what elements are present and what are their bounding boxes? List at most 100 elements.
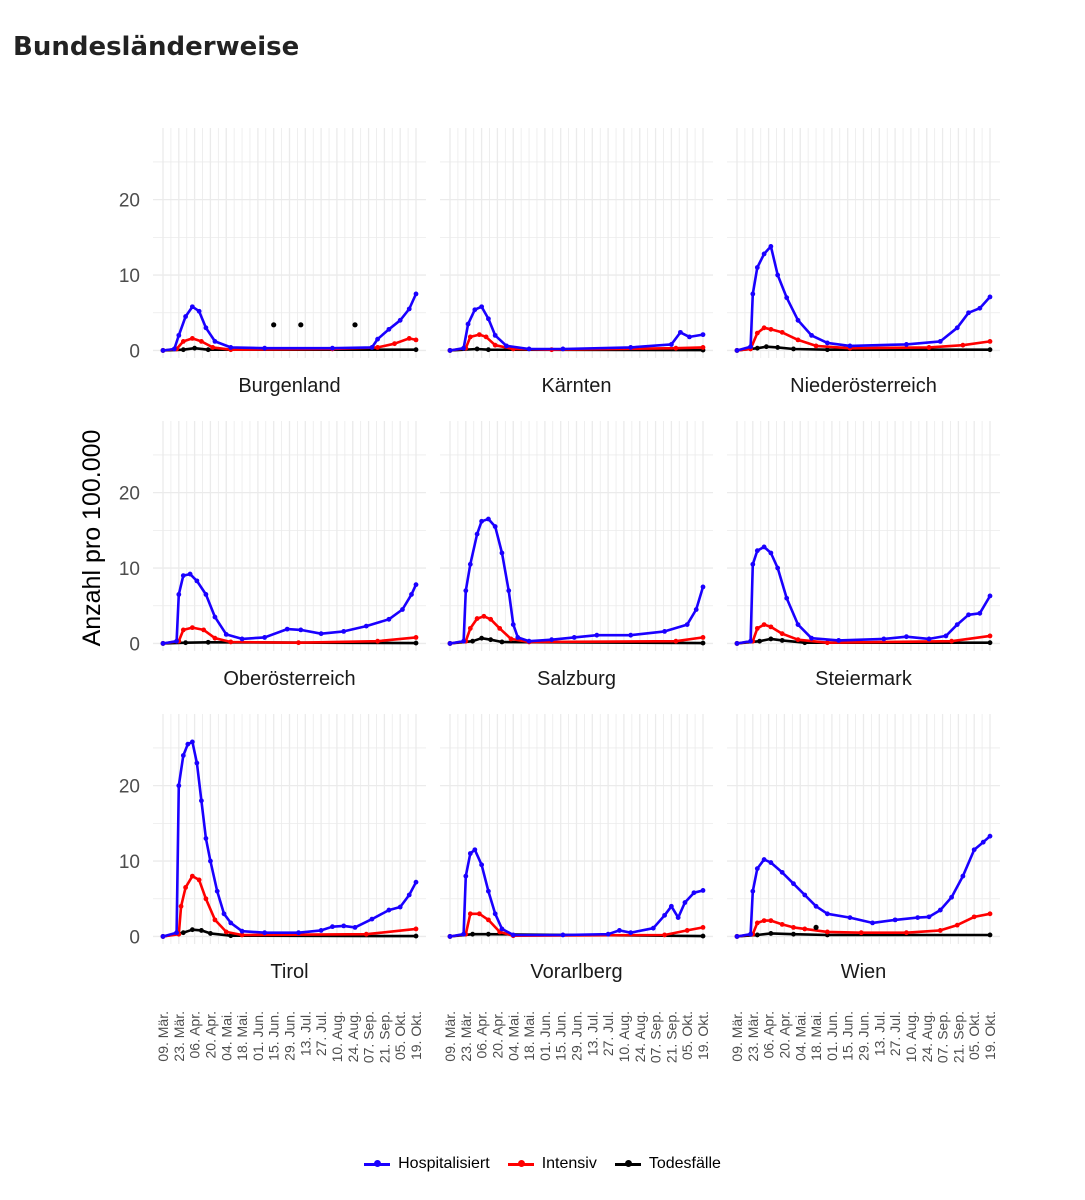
data-point-intensiv bbox=[467, 334, 473, 340]
x-tick-label: 06. Apr. bbox=[187, 1011, 203, 1058]
data-point-todesfaelle bbox=[987, 640, 993, 646]
data-point-todesfaelle bbox=[987, 347, 993, 353]
data-point-hospitalisiert bbox=[330, 924, 335, 930]
data-point-hospitalisiert bbox=[795, 317, 801, 323]
data-point-hospitalisiert bbox=[750, 561, 756, 567]
panel-label-salzburg: Salzburg bbox=[537, 668, 616, 690]
data-point-intensiv bbox=[768, 624, 774, 630]
data-point-hospitalisiert bbox=[784, 295, 790, 301]
data-point-hospitalisiert bbox=[605, 931, 611, 937]
data-point-intensiv bbox=[508, 636, 514, 642]
x-tick-label: 05. Okt. bbox=[966, 1011, 982, 1060]
panel-label-oberoesterreich: Oberösterreich bbox=[223, 668, 355, 690]
data-point-hospitalisiert bbox=[406, 892, 412, 898]
data-point-intensiv bbox=[413, 926, 419, 932]
data-point-hospitalisiert bbox=[668, 342, 674, 347]
data-point-intensiv bbox=[949, 638, 954, 644]
data-point-hospitalisiert bbox=[296, 930, 301, 936]
data-point-hospitalisiert bbox=[668, 903, 674, 909]
legend-label-todesfaelle: Todesfälle bbox=[648, 1155, 721, 1172]
data-point-hospitalisiert bbox=[768, 243, 774, 249]
data-point-hospitalisiert bbox=[971, 847, 977, 853]
data-point-intensiv bbox=[768, 326, 774, 332]
data-point-hospitalisiert bbox=[526, 346, 532, 352]
data-point-hospitalisiert bbox=[228, 920, 234, 926]
data-point-hospitalisiert bbox=[937, 907, 943, 913]
data-point-todesfaelle bbox=[205, 347, 211, 353]
data-point-hospitalisiert bbox=[560, 346, 566, 352]
data-point-intensiv bbox=[761, 622, 767, 628]
data-point-intensiv bbox=[761, 918, 767, 924]
y-tick-label: 20 bbox=[119, 191, 140, 212]
data-point-intensiv bbox=[813, 343, 819, 349]
data-point-hospitalisiert bbox=[768, 860, 774, 865]
data-point-intensiv bbox=[189, 625, 195, 631]
x-tick-label: 09. Mär. bbox=[155, 1011, 171, 1062]
x-tick-label: 13. Jul. bbox=[584, 1011, 600, 1056]
data-point-hospitalisiert bbox=[386, 326, 392, 332]
x-tick-label: 01. Jun. bbox=[537, 1011, 553, 1061]
data-point-intensiv bbox=[474, 616, 480, 621]
data-point-hospitalisiert bbox=[904, 634, 909, 640]
x-tick-label: 01. Jun. bbox=[250, 1011, 266, 1061]
x-tick-label: 29. Jun. bbox=[856, 1011, 872, 1061]
data-point-hospitalisiert bbox=[754, 265, 760, 270]
data-point-hospitalisiert bbox=[650, 925, 656, 931]
x-tick-label: 18. Mai. bbox=[234, 1011, 250, 1061]
x-tick-label: 04. Mai. bbox=[505, 1011, 521, 1061]
data-point-hospitalisiert bbox=[176, 332, 182, 338]
x-tick-label: 09. Mär. bbox=[729, 1011, 745, 1062]
data-point-hospitalisiert bbox=[784, 595, 790, 601]
data-point-intensiv bbox=[363, 931, 369, 937]
x-tick-label: 07. Sep. bbox=[648, 1011, 664, 1063]
data-point-intensiv bbox=[180, 627, 186, 633]
data-point-intensiv bbox=[858, 930, 864, 936]
data-point-hospitalisiert bbox=[847, 343, 853, 349]
data-point-intensiv bbox=[987, 911, 993, 917]
data-point-hospitalisiert bbox=[212, 339, 218, 344]
data-point-todesfaelle bbox=[754, 932, 760, 938]
data-point-hospitalisiert bbox=[949, 894, 954, 900]
x-tick-label: 13. Jul. bbox=[871, 1011, 887, 1056]
data-point-hospitalisiert bbox=[467, 851, 473, 856]
panel-label-wien: Wien bbox=[841, 961, 887, 983]
data-point-hospitalisiert bbox=[199, 798, 204, 804]
data-point-intensiv bbox=[481, 613, 487, 619]
data-point-hospitalisiert bbox=[549, 637, 555, 643]
data-point-intensiv bbox=[476, 332, 482, 338]
data-point-hospitalisiert bbox=[510, 932, 516, 938]
data-point-intensiv bbox=[779, 329, 785, 335]
data-point-intensiv bbox=[201, 627, 207, 633]
data-point-hospitalisiert bbox=[160, 641, 166, 646]
data-point-hospitalisiert bbox=[870, 920, 875, 926]
data-point-todesfaelle bbox=[779, 638, 785, 643]
data-point-hospitalisiert bbox=[474, 531, 480, 537]
data-point-hospitalisiert bbox=[397, 904, 403, 910]
data-point-intensiv bbox=[488, 616, 494, 622]
data-point-hospitalisiert bbox=[183, 314, 188, 319]
x-tick-label: 10. Aug. bbox=[616, 1011, 632, 1062]
data-point-hospitalisiert bbox=[750, 291, 756, 297]
data-point-hospitalisiert bbox=[628, 345, 634, 350]
data-point-hospitalisiert bbox=[926, 914, 932, 920]
data-point-intensiv bbox=[779, 921, 785, 927]
data-point-todesfaelle bbox=[763, 344, 769, 350]
data-point-intensiv bbox=[497, 625, 503, 631]
data-point-intensiv bbox=[196, 877, 202, 883]
x-tick-label: 27. Jul. bbox=[313, 1011, 329, 1056]
data-point-hospitalisiert bbox=[486, 316, 491, 322]
data-point-hospitalisiert bbox=[447, 348, 453, 353]
data-point-intensiv bbox=[795, 637, 801, 643]
legend-swatch-todesfaelle bbox=[614, 1160, 641, 1167]
data-point-todesfaelle bbox=[183, 640, 188, 646]
data-point-intensiv bbox=[189, 873, 195, 879]
data-point-todesfaelle bbox=[791, 346, 796, 352]
series-line-hospitalisiert-wien bbox=[736, 835, 991, 938]
data-point-hospitalisiert bbox=[228, 345, 234, 350]
series-line-intensiv-tirol bbox=[162, 874, 417, 938]
data-point-intensiv bbox=[183, 885, 188, 890]
data-point-hospitalisiert bbox=[406, 306, 412, 312]
data-point-intensiv bbox=[180, 339, 186, 344]
data-point-hospitalisiert bbox=[754, 548, 760, 554]
data-point-todesfaelle bbox=[486, 347, 491, 353]
